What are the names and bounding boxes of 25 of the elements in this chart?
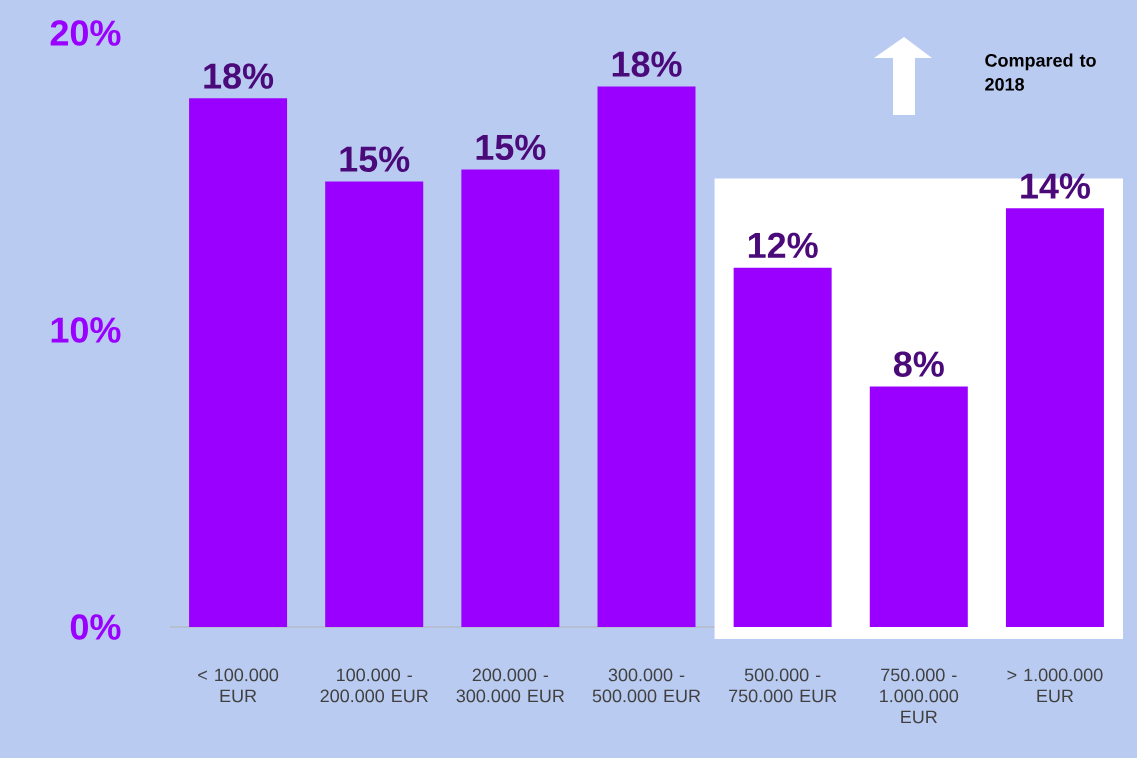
- x-tick-label: 500.000 - 750.000 EUR: [729, 668, 837, 703]
- data-label: 14%: [1021, 173, 1090, 199]
- bar: [325, 181, 424, 627]
- x-tick-label: 100.000 - 200.000 EUR: [320, 668, 428, 703]
- bar: [189, 98, 288, 627]
- annotation: Compared to 2018: [985, 53, 1096, 91]
- bar: [461, 169, 560, 627]
- bar: [869, 386, 968, 627]
- data-label: 18%: [204, 63, 274, 89]
- bar: [733, 267, 832, 627]
- bar: [597, 86, 696, 627]
- bar: [1005, 208, 1104, 627]
- data-label: 18%: [612, 51, 682, 77]
- x-tick-label: 300.000 - 500.000 EUR: [592, 668, 701, 703]
- data-label: 8%: [893, 351, 944, 377]
- data-label: 15%: [476, 134, 546, 161]
- y-tick-label: 20%: [50, 20, 121, 46]
- x-tick-label: 200.000 - 300.000 EUR: [456, 668, 565, 703]
- y-tick-label: 10%: [51, 317, 121, 343]
- y-tick-label: 0%: [70, 614, 121, 640]
- x-tick-label: > 1.000.000 EUR: [1007, 668, 1103, 703]
- data-label: 15%: [340, 146, 410, 172]
- x-tick-label: 750.000 - 1.000.000 EUR: [880, 668, 959, 724]
- data-label: 12%: [748, 232, 818, 259]
- x-tick-label: < 100.000 EUR: [198, 668, 279, 703]
